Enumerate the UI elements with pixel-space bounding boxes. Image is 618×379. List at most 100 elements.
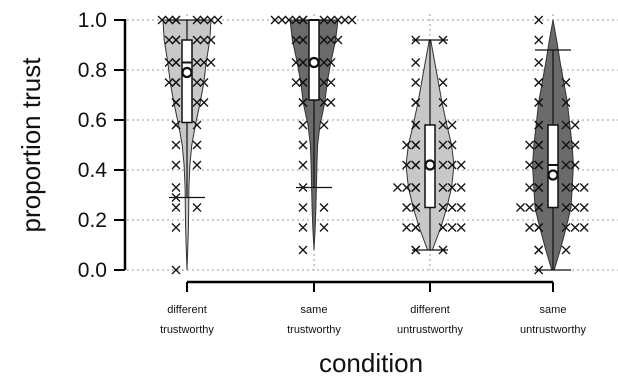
data-point (411, 58, 421, 67)
x-tick-label-line1: different (410, 304, 450, 316)
data-point (570, 120, 580, 130)
violins (162, 19, 574, 271)
data-point (171, 265, 181, 275)
data-point (192, 78, 202, 87)
data-point (561, 223, 571, 232)
boxplots (169, 19, 571, 271)
data-point (347, 15, 357, 25)
data-point (534, 245, 544, 255)
x-tick-label-line1: different (167, 304, 207, 316)
data-point (171, 98, 181, 107)
data-point (284, 15, 294, 25)
data-point (534, 58, 544, 67)
data-point (534, 140, 544, 150)
data-point (333, 15, 343, 25)
data-point (213, 15, 223, 25)
data-point (291, 78, 301, 87)
data-point (199, 98, 209, 107)
data-point (525, 183, 535, 192)
data-point (298, 223, 308, 232)
mean-marker (547, 169, 559, 181)
y-tick-label: 0.6 (78, 109, 107, 132)
data-point (171, 35, 181, 45)
data-point (291, 58, 301, 67)
mean-marker (308, 56, 320, 69)
data-point (525, 160, 535, 170)
data-point (447, 120, 457, 130)
data-point (171, 183, 181, 192)
data-point (298, 160, 308, 170)
data-point (561, 183, 571, 192)
data-point (164, 58, 174, 67)
data-point (171, 58, 181, 67)
data-point (319, 120, 329, 130)
data-point (570, 223, 580, 232)
data-point (534, 183, 544, 192)
data-point (456, 203, 466, 212)
data-point (402, 140, 412, 150)
data-point (319, 78, 329, 87)
data-point (171, 203, 181, 212)
axes (114, 19, 554, 292)
data-point (447, 223, 457, 232)
data-point (534, 35, 544, 45)
data-point (561, 120, 571, 130)
data-point (570, 160, 580, 170)
data-point (447, 183, 457, 192)
data-point (456, 183, 466, 192)
data-point (411, 78, 421, 87)
data-point (561, 78, 571, 87)
data-point (561, 245, 571, 255)
y-axis-title: proportion trust (16, 57, 46, 233)
data-point (438, 223, 448, 232)
data-point (561, 98, 571, 107)
data-point (411, 98, 421, 107)
data-point (192, 58, 202, 67)
data-point (438, 160, 448, 170)
data-point (171, 120, 181, 130)
y-tick-label: 0.8 (78, 59, 107, 82)
data-point (326, 35, 336, 45)
y-tick-label: 1.0 (78, 9, 107, 32)
box-iqr (181, 39, 193, 124)
data-point (561, 203, 571, 212)
x-tick-label-line2: trustworthy (160, 324, 214, 336)
data-point (298, 98, 308, 107)
data-point (340, 15, 350, 25)
data-point (570, 203, 580, 212)
data-point (438, 203, 448, 212)
data-point (171, 78, 181, 87)
data-point (206, 58, 216, 67)
data-point (171, 140, 181, 150)
data-point (164, 78, 174, 87)
labels: 0.0 0.2 0.4 0.6 0.8 1.0 different trustworthy sa… (78, 9, 587, 336)
x-tick-label-line1: same (301, 304, 328, 316)
data-point (199, 78, 209, 87)
data-point (438, 183, 448, 192)
x-tick-label-line2: untrustworthy (520, 324, 587, 336)
data-point (326, 98, 336, 107)
data-point (270, 15, 280, 25)
data-point (402, 183, 412, 192)
data-point (525, 223, 535, 232)
data-point (570, 140, 580, 150)
data-point (402, 203, 412, 212)
data-point (411, 120, 421, 130)
data-point (570, 183, 580, 192)
data-point (525, 203, 535, 212)
data-point (534, 223, 544, 232)
data-point (319, 35, 329, 45)
data-point (199, 58, 209, 67)
data-point (319, 203, 329, 212)
data-point (411, 140, 421, 150)
data-point (579, 183, 589, 192)
data-point (164, 35, 174, 45)
data-point (534, 78, 544, 87)
data-point (192, 98, 202, 107)
data-point (438, 140, 448, 150)
data-point (411, 203, 421, 212)
data-point (298, 35, 308, 45)
data-point (192, 160, 202, 170)
data-point (393, 183, 402, 192)
